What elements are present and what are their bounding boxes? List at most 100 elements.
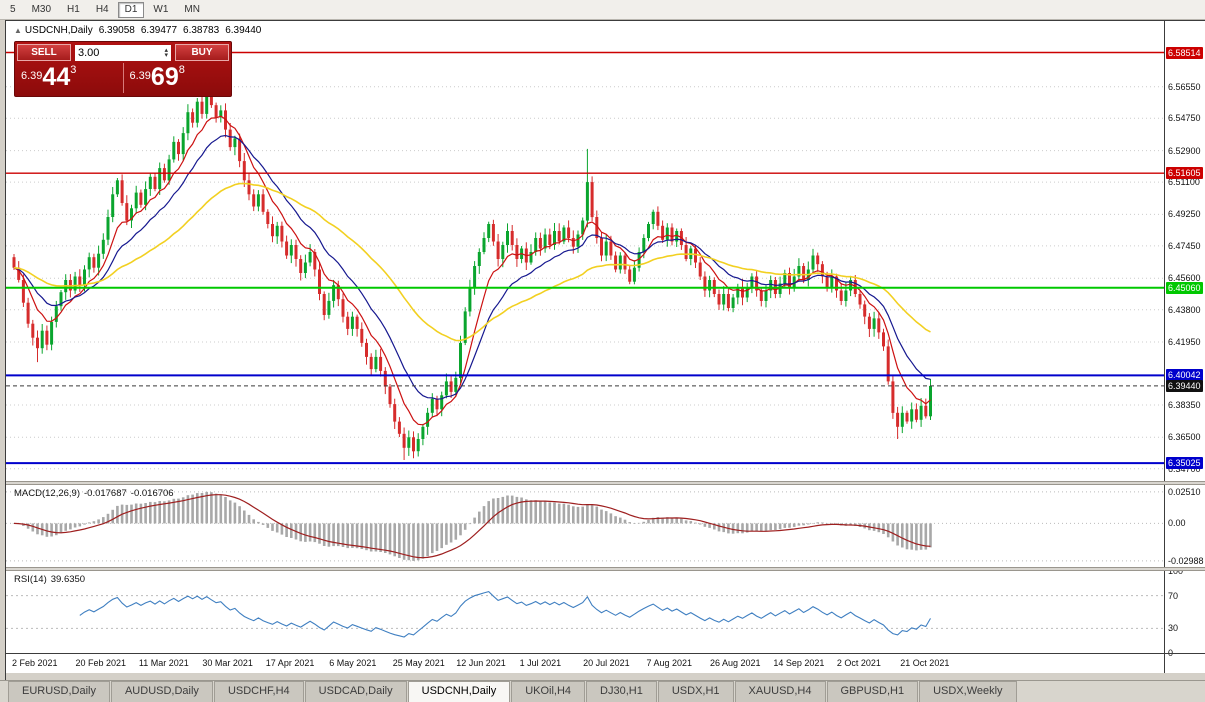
lot-down-icon[interactable]: ▾ (164, 51, 168, 59)
sell-price-button[interactable]: 6.39443 (15, 61, 123, 95)
chart-title: ▲ USDCNH,Daily 6.39058 6.39477 6.38783 6.3944… (14, 25, 261, 36)
sell-button[interactable]: SELL (17, 44, 71, 61)
rsi-label: RSI(14) 39.6350 (14, 574, 89, 585)
price-tick-label: 6.52900 (1168, 145, 1201, 156)
macd-indicator-panel[interactable] (6, 485, 1164, 567)
chart-tab-GBPUSD-H1[interactable]: GBPUSD,H1 (826, 681, 919, 702)
oneclick-collapse-icon[interactable]: ▲ (14, 26, 22, 35)
date-label: 2 Feb 2021 (12, 658, 58, 668)
price-tick-label: 6.47450 (1168, 240, 1201, 251)
rsi-tick-label: 100 (1168, 566, 1184, 576)
rsi-tick-label: 70 (1168, 590, 1179, 601)
date-label: 14 Sep 2021 (773, 658, 825, 668)
sell-price-prefix: 6.39 (21, 70, 43, 82)
date-label: 17 Apr 2021 (265, 658, 315, 668)
chart-tab-USDCAD-Daily[interactable]: USDCAD,Daily (304, 681, 407, 702)
buy-price-sup: 8 (178, 64, 185, 76)
buy-price-prefix: 6.39 (129, 70, 151, 82)
chart-window: ▲ USDCNH,Daily 6.39058 6.39477 6.38783 6.3944… (5, 20, 1205, 681)
lot-spinner[interactable]: ▴ ▾ (164, 46, 168, 59)
chart-tab-EURUSD-Daily[interactable]: EURUSD,Daily (8, 681, 110, 702)
macd-tick-label: 0.02510 (1168, 486, 1201, 497)
macd-label: MACD(12,26,9) -0.017687 -0.016706 (14, 488, 178, 499)
lot-up-icon[interactable]: ▴ (164, 46, 168, 54)
time-axis[interactable]: 2 Feb 2021 20 Feb 2021 11 Mar 2021 30 Mar 2… (6, 654, 1164, 673)
buy-price-button[interactable]: 6.39698 (124, 61, 232, 95)
date-label: 6 May 2021 (329, 658, 377, 668)
level-price-label: 6.45060 (1166, 281, 1203, 294)
chart-tab-XAUUSD-H4[interactable]: XAUUSD,H4 (734, 681, 826, 702)
time-axis-separator (6, 653, 1205, 654)
price-tick-label: 6.51100 (1168, 177, 1200, 188)
chart-tab-USDX-H1[interactable]: USDX,H1 (657, 681, 734, 702)
date-label: 2 Oct 2021 (836, 658, 881, 668)
date-label: 30 Mar 2021 (202, 658, 253, 668)
panel-splitter[interactable] (6, 481, 1205, 485)
chart-tab-USDX-Weekly[interactable]: USDX,Weekly (919, 681, 1017, 702)
price-tick-label: 6.49250 (1168, 209, 1201, 220)
level-price-label: 6.58514 (1166, 46, 1203, 59)
price-tick-label: 6.56550 (1168, 81, 1201, 92)
rsi-name: RSI(14) (14, 574, 47, 585)
macd-name: MACD(12,26,9) (14, 488, 80, 499)
price-tick-label: 6.36500 (1168, 432, 1201, 443)
date-label: 26 Aug 2021 (710, 658, 761, 668)
ohlc-open-value: 6.39058 (98, 25, 135, 36)
level-price-label: 6.51605 (1166, 167, 1203, 180)
date-label: 11 Mar 2021 (138, 658, 189, 668)
one-click-trade-panel: SELL 3.00 ▴ ▾ BUY 6.39443 6.39698 (14, 41, 232, 97)
price-axis[interactable]: 6.56550 6.54750 6.52900 6.51100 6.49250 6.474… (1164, 21, 1205, 673)
date-label: 20 Feb 2021 (75, 658, 127, 668)
trade-panel-divider (122, 63, 124, 93)
price-tick-label: 6.38350 (1168, 400, 1201, 410)
buy-button[interactable]: BUY (175, 44, 229, 61)
price-tick-label: 6.54750 (1168, 113, 1201, 124)
chart-tab-USDCNH-Daily[interactable]: USDCNH,Daily (407, 681, 511, 702)
chart-tab-AUDUSD-Daily[interactable]: AUDUSD,Daily (110, 681, 213, 702)
chart-tab-USDCHF-H4[interactable]: USDCHF,H4 (213, 681, 304, 702)
timeframe-button-M30[interactable]: M30 (25, 2, 58, 18)
lot-value: 3.00 (78, 46, 100, 59)
macd-main-value: -0.017687 (84, 488, 127, 499)
chart-tab-UKOil-H4[interactable]: UKOil,H4 (511, 681, 586, 702)
date-label: 20 Jul 2021 (583, 658, 630, 668)
buy-price-big: 69 (150, 63, 179, 91)
sell-price-sup: 3 (70, 64, 77, 76)
lot-size-field[interactable]: 3.00 ▴ ▾ (75, 44, 171, 61)
timeframe-button-MN[interactable]: MN (177, 2, 207, 18)
timeframe-button-H4[interactable]: H4 (89, 2, 116, 18)
date-label: 1 Jul 2021 (519, 658, 562, 668)
ohlc-high-value: 6.39477 (140, 25, 178, 36)
current-price-label: 6.39440 (1166, 379, 1203, 392)
date-label: 21 Oct 2021 (900, 658, 950, 668)
timeframe-toolbar: 5 M30 H1 H4 D1 W1 MN (0, 0, 1205, 20)
price-tick-label: 6.41950 (1168, 337, 1201, 347)
level-price-label: 6.35025 (1166, 457, 1203, 470)
window-bottom-strip (6, 673, 1205, 681)
level-price-label: 6.40042 (1166, 369, 1203, 382)
date-label: 7 Aug 2021 (646, 658, 693, 668)
rsi-tick-label: 30 (1168, 623, 1179, 634)
date-label: 12 Jun 2021 (456, 658, 506, 668)
macd-tick-label: 0.00 (1168, 518, 1186, 529)
rsi-indicator-panel[interactable] (6, 571, 1164, 653)
chart-plots: ▲ USDCNH,Daily 6.39058 6.39477 6.38783 6.3944… (6, 21, 1164, 673)
chart-tab-bar: EURUSD,Daily AUDUSD,Daily USDCHF,H4 USDCAD,… (0, 680, 1205, 702)
main-price-chart[interactable] (6, 23, 1164, 481)
rsi-value: 39.6350 (50, 574, 86, 585)
date-label: 25 May 2021 (392, 658, 445, 668)
chart-tab-DJ30-H1[interactable]: DJ30,H1 (586, 681, 657, 702)
ohlc-low-value: 6.38783 (183, 25, 220, 36)
timeframe-button-W1[interactable]: W1 (146, 2, 175, 18)
symbol-period-label: USDCNH,Daily (24, 25, 93, 36)
timeframe-button-D1[interactable]: D1 (117, 1, 145, 18)
price-tick-label: 6.43800 (1168, 304, 1201, 315)
timeframe-button-5[interactable]: 5 (3, 2, 23, 18)
panel-splitter[interactable] (6, 567, 1205, 571)
ohlc-close-value: 6.39440 (225, 25, 262, 36)
timeframe-button-H1[interactable]: H1 (60, 2, 87, 18)
macd-tick-label: -0.02988 (1168, 555, 1204, 566)
price-tick-label: 6.45600 (1168, 273, 1201, 284)
sell-price-big: 44 (42, 63, 71, 91)
